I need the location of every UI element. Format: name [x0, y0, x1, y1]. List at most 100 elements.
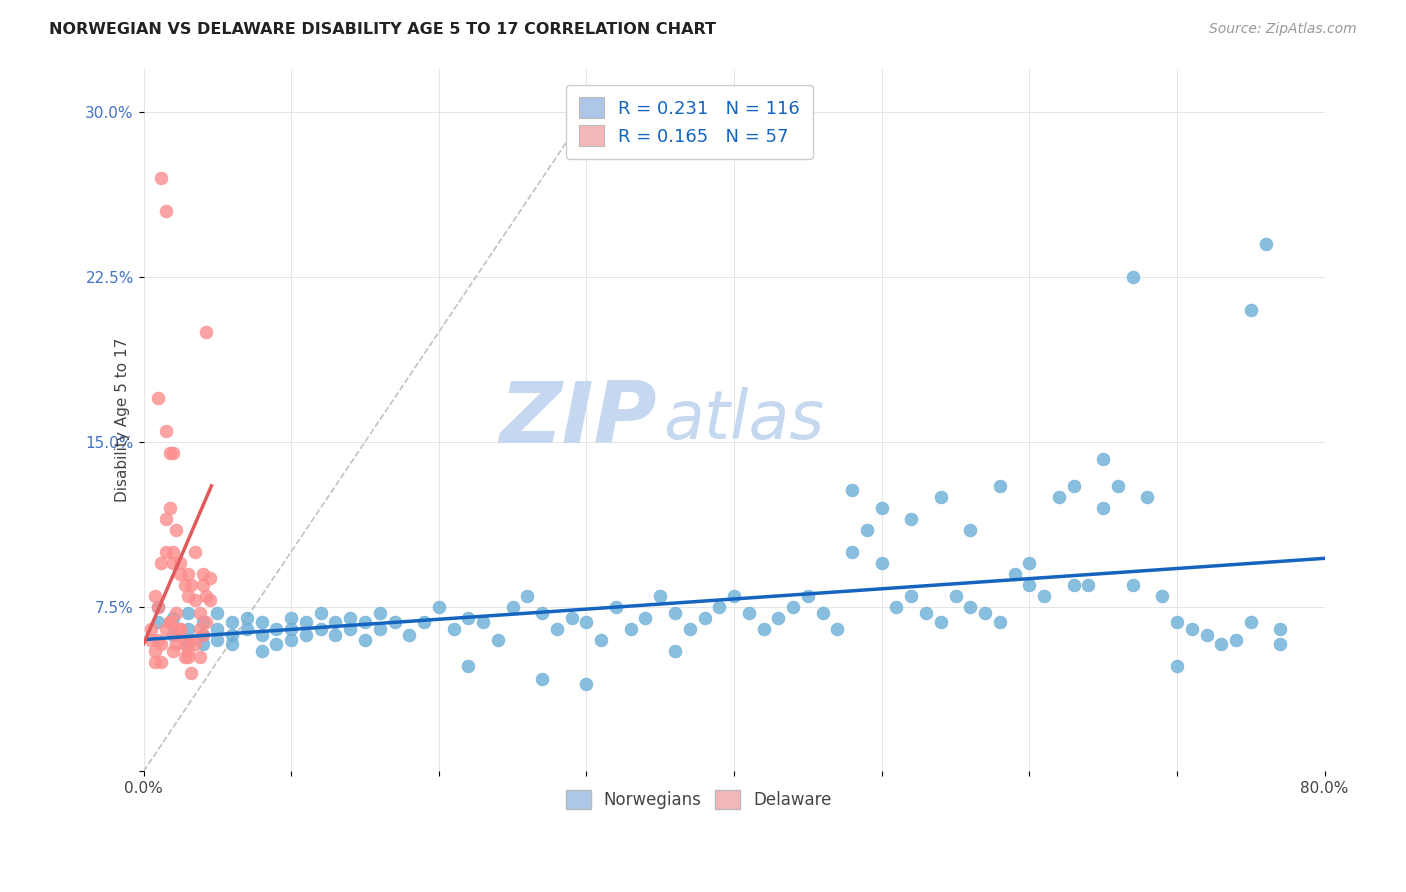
Point	[159, 615, 181, 629]
Point	[354, 615, 377, 629]
Point	[870, 500, 893, 515]
Point	[457, 610, 479, 624]
Point	[155, 204, 177, 219]
Point	[959, 599, 981, 614]
Point	[162, 446, 184, 460]
Point	[1136, 490, 1159, 504]
Point	[929, 615, 952, 629]
Point	[1092, 500, 1115, 515]
Point	[155, 622, 177, 636]
Point	[1063, 577, 1085, 591]
Point	[1270, 622, 1292, 636]
Point	[148, 599, 170, 614]
Point	[664, 606, 686, 620]
Point	[752, 622, 775, 636]
Point	[1018, 556, 1040, 570]
Point	[1077, 577, 1099, 591]
Point	[191, 628, 214, 642]
Point	[413, 615, 436, 629]
Point	[472, 615, 495, 629]
Point	[1240, 615, 1263, 629]
Point	[605, 599, 627, 614]
Point	[856, 523, 879, 537]
Point	[191, 615, 214, 629]
Point	[339, 622, 361, 636]
Point	[502, 599, 524, 614]
Point	[177, 589, 200, 603]
Point	[1254, 237, 1277, 252]
Point	[929, 490, 952, 504]
Point	[188, 606, 211, 620]
Point	[266, 622, 288, 636]
Point	[486, 632, 509, 647]
Point	[988, 479, 1011, 493]
Point	[620, 622, 643, 636]
Point	[148, 391, 170, 405]
Point	[169, 622, 191, 636]
Point	[797, 589, 820, 603]
Point	[150, 171, 173, 186]
Point	[150, 637, 173, 651]
Point	[679, 622, 702, 636]
Point	[250, 628, 273, 642]
Point	[295, 628, 318, 642]
Point	[1033, 589, 1056, 603]
Point	[634, 610, 657, 624]
Point	[1018, 577, 1040, 591]
Point	[546, 622, 568, 636]
Point	[309, 622, 332, 636]
Point	[974, 606, 997, 620]
Point	[427, 599, 450, 614]
Legend: Norwegians, Delaware: Norwegians, Delaware	[558, 783, 838, 816]
Point	[443, 622, 465, 636]
Point	[368, 622, 391, 636]
Point	[325, 628, 347, 642]
Point	[180, 632, 202, 647]
Text: atlas: atlas	[664, 387, 824, 453]
Point	[1107, 479, 1129, 493]
Point	[870, 556, 893, 570]
Point	[221, 615, 243, 629]
Point	[169, 566, 191, 581]
Point	[900, 512, 922, 526]
Point	[575, 676, 598, 690]
Point	[221, 637, 243, 651]
Point	[188, 650, 211, 665]
Point	[177, 606, 200, 620]
Point	[198, 571, 221, 585]
Point	[148, 599, 170, 614]
Point	[738, 606, 761, 620]
Point	[768, 610, 790, 624]
Point	[184, 593, 207, 607]
Point	[165, 637, 187, 651]
Point	[280, 632, 302, 647]
Point	[198, 593, 221, 607]
Point	[155, 512, 177, 526]
Point	[173, 637, 195, 651]
Point	[384, 615, 406, 629]
Point	[177, 566, 200, 581]
Point	[150, 556, 173, 570]
Point	[180, 577, 202, 591]
Point	[184, 545, 207, 559]
Point	[194, 325, 217, 339]
Point	[841, 545, 863, 559]
Point	[162, 610, 184, 624]
Point	[709, 599, 731, 614]
Point	[1166, 659, 1188, 673]
Point	[162, 628, 184, 642]
Point	[236, 610, 259, 624]
Point	[194, 615, 217, 629]
Point	[354, 632, 377, 647]
Point	[169, 622, 191, 636]
Point	[1122, 270, 1144, 285]
Point	[162, 643, 184, 657]
Point	[886, 599, 908, 614]
Point	[173, 650, 195, 665]
Point	[236, 622, 259, 636]
Point	[177, 643, 200, 657]
Point	[516, 589, 538, 603]
Point	[1211, 637, 1233, 651]
Point	[1166, 615, 1188, 629]
Point	[664, 643, 686, 657]
